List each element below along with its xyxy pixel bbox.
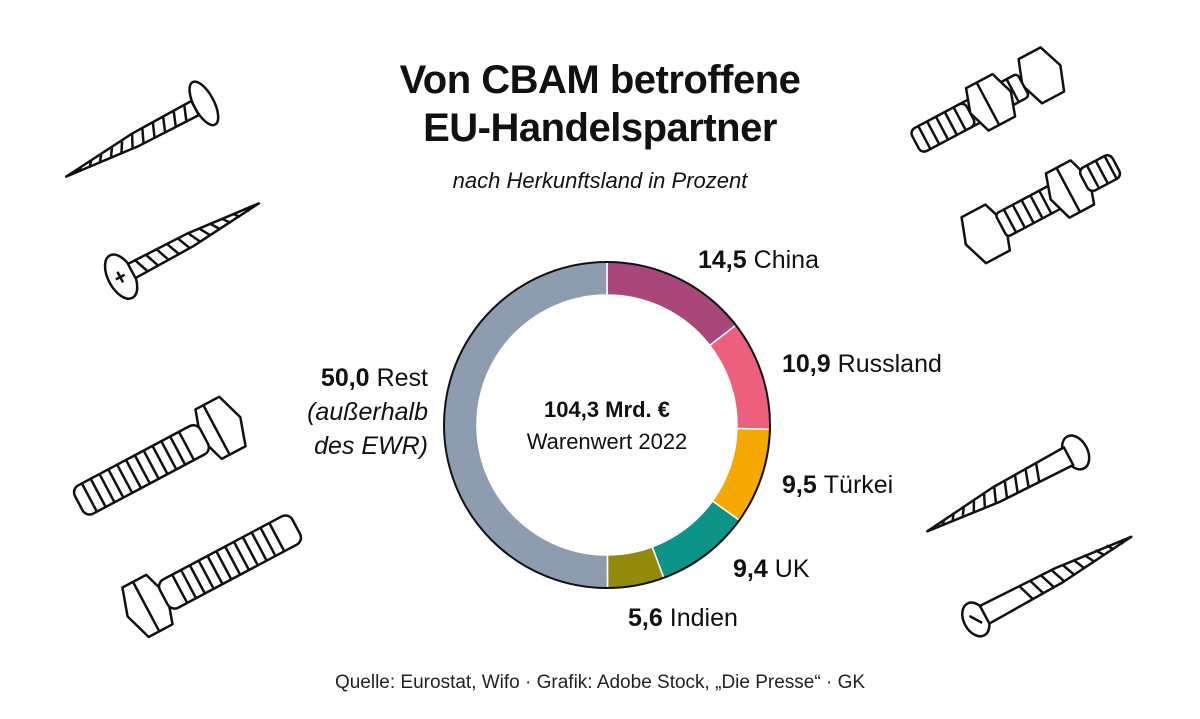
slice-uk [651,499,741,579]
value-tuerkei: 9,5 [782,471,817,499]
title-line-2: EU-Handelspartner [423,106,777,150]
name-china: China [754,246,819,274]
name-rest: Rest [377,364,428,392]
slice-rest [443,261,609,589]
bolt-icon [910,46,1066,153]
screw-icon [926,434,1091,533]
screw-icon [961,535,1133,638]
label-russland: 10,9 Russland [782,350,942,378]
title-line-1: Von CBAM betroffene [399,58,801,102]
screw-icon [64,80,220,178]
value-rest: 50,0 [321,364,370,392]
value-russland: 10,9 [782,350,831,378]
slice-indien [606,545,665,589]
bolt-icon [121,514,303,639]
chart-title: Von CBAM betroffene EU-Handelspartner [300,56,900,152]
bolt-icon [960,154,1122,265]
name-indien: Indien [670,604,738,632]
name-russland: Russland [838,350,942,378]
value-china: 14,5 [698,246,747,274]
bolt-icon [72,395,247,516]
name-tuerkei: Türkei [824,471,893,499]
label-rest: 50,0 Rest [321,364,428,392]
slice-russland [708,324,771,431]
source-note: Quelle: Eurostat, Wifo · Grafik: Adobe S… [334,672,866,693]
value-indien: 5,6 [628,604,663,632]
name-uk: UK [775,555,810,583]
label-china: 14,5 China [698,246,819,274]
screw-icon [103,202,261,300]
donut-outline [443,261,771,589]
label-indien: 5,6 Indien [628,604,738,632]
value-uk: 9,4 [733,555,768,583]
label-tuerkei: 9,5 Türkei [782,471,893,499]
rest-note-line-2: des EWR) [314,432,428,460]
donut-slices [443,261,771,589]
center-caption: Warenwert 2022 [527,429,688,454]
chart-subtitle: nach Herkunftsland in Prozent [452,168,748,193]
rest-note-line-1: (außerhalb [307,398,428,426]
center-value: 104,3 Mrd. € [544,397,670,422]
label-uk: 9,4 UK [733,555,810,583]
